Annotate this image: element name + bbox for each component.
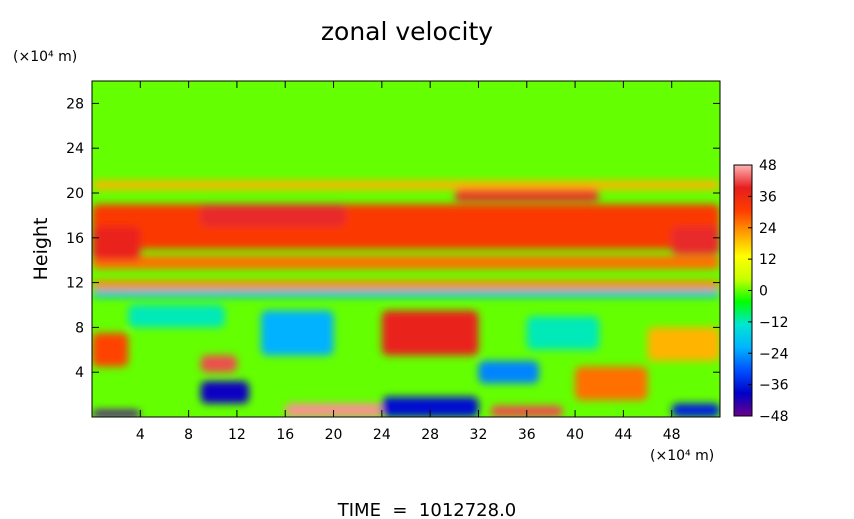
colorbar-tick-label: 0 [759, 284, 768, 300]
plot-frame [91, 80, 721, 418]
y-tick-label: 8 [75, 320, 84, 336]
chart-title: zonal velocity [321, 17, 493, 46]
heatmap-cell [92, 180, 720, 190]
x-tick-label: 12 [228, 427, 246, 443]
y-tick-label: 28 [66, 96, 84, 112]
heatmap-cell [200, 204, 346, 227]
y-tick-label: 20 [66, 186, 84, 202]
x-tick-label: 8 [184, 427, 193, 443]
heatmap-cell [671, 226, 720, 255]
y-axis-label: Height [30, 218, 52, 281]
time-footer: TIME = 1012728.0 [337, 500, 517, 519]
x-tick-label: 24 [373, 427, 391, 443]
x-tick-label: 40 [566, 427, 584, 443]
x-tick-label: 48 [663, 427, 681, 443]
y-tick-label: 16 [66, 231, 84, 247]
y-tick-label: 12 [66, 276, 84, 292]
heatmap-cell [92, 410, 141, 417]
heatmap-cell [92, 226, 141, 261]
x-tick-label: 44 [614, 427, 632, 443]
heatmap-cell [454, 189, 600, 201]
y-tick-label: 4 [75, 365, 84, 381]
heatmap-cell [478, 361, 539, 384]
colorbar-tick-label: 24 [759, 221, 777, 237]
heatmap-area [92, 81, 720, 417]
x-tick-label: 20 [325, 427, 343, 443]
colorbar-tick-label: 48 [759, 158, 777, 174]
x-tick-label: 28 [421, 427, 439, 443]
y-tick-label: 24 [66, 141, 84, 157]
heatmap-cell [200, 381, 249, 404]
colorbar-tick-label: −36 [759, 378, 789, 394]
heatmap-cell [261, 310, 334, 356]
heatmap-cell [671, 403, 720, 417]
colorbar-tick-label: 12 [759, 252, 777, 268]
x-axis: 4 8 12 16 20 24 28 32 36 40 44 48 [136, 81, 681, 443]
heatmap-cell [526, 316, 600, 350]
colorbar-ticks: 48 36 24 12 0 −12 −24 −36 −48 [748, 158, 789, 425]
x-tick-label: 4 [136, 427, 145, 443]
y-axis: 4 8 12 16 20 24 28 [66, 96, 720, 381]
heatmap-cell [381, 310, 479, 356]
colorbar-tick-label: 36 [759, 189, 777, 205]
x-tick-label: 36 [518, 427, 536, 443]
heatmap-cell [575, 366, 648, 401]
heatmap-cell [381, 396, 479, 417]
x-axis-unit: (×10⁴ m) [650, 448, 714, 464]
heatmap-cell [92, 255, 720, 270]
colorbar-tick-label: −48 [759, 409, 789, 425]
heatmap-cell [128, 305, 225, 328]
colorbar-tick-label: −12 [759, 315, 789, 331]
heatmap-cell [647, 327, 720, 361]
heatmap-cell [200, 355, 237, 373]
y-axis-unit: (×10⁴ m) [13, 49, 77, 65]
heatmap-cell [92, 204, 720, 249]
x-tick-label: 32 [470, 427, 488, 443]
heatmap-cell [92, 333, 129, 367]
colorbar-tick-label: −24 [759, 346, 789, 362]
x-tick-label: 16 [276, 427, 294, 443]
heatmap-features [92, 180, 720, 417]
heatmap-cell [92, 280, 720, 290]
heatmap-cell [92, 290, 720, 298]
